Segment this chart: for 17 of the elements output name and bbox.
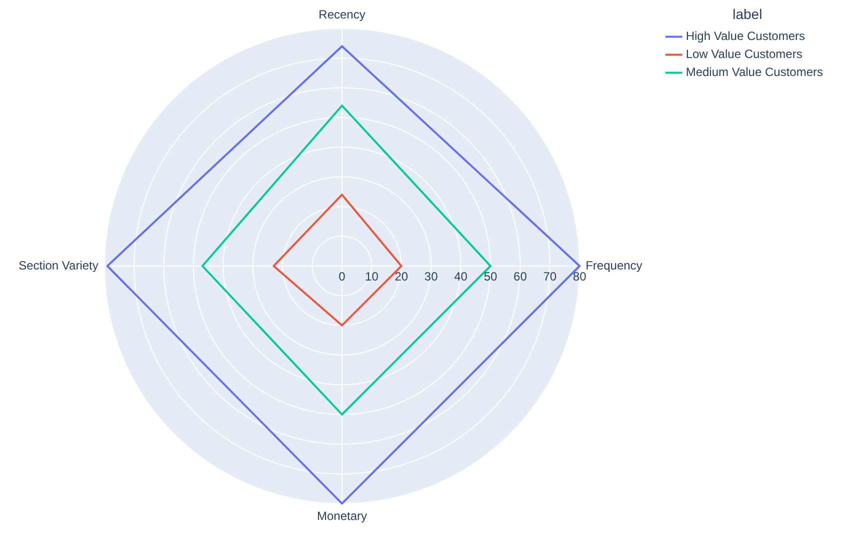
y-tick-label: 70 — [543, 269, 557, 284]
spoke-label: Section Variety — [18, 258, 98, 272]
spoke-label: Recency — [318, 8, 366, 22]
legend-label: Low Value Customers — [686, 47, 802, 62]
legend-label: High Value Customers — [686, 29, 806, 44]
y-tick-label: 50 — [484, 269, 498, 284]
y-tick-label: 60 — [514, 269, 528, 284]
legend-title: label — [732, 6, 762, 22]
spoke-label: Frequency — [586, 258, 642, 272]
legend-label: Medium Value Customers — [686, 65, 824, 80]
y-tick-label: 20 — [394, 269, 408, 284]
y-tick-label: 30 — [424, 269, 438, 284]
spoke-label: Monetary — [316, 509, 368, 524]
y-tick-label: 80 — [572, 269, 587, 284]
y-tick-label: 40 — [454, 269, 468, 284]
y-tick-label: 0 — [338, 269, 346, 284]
y-tick-label: 10 — [365, 269, 379, 284]
